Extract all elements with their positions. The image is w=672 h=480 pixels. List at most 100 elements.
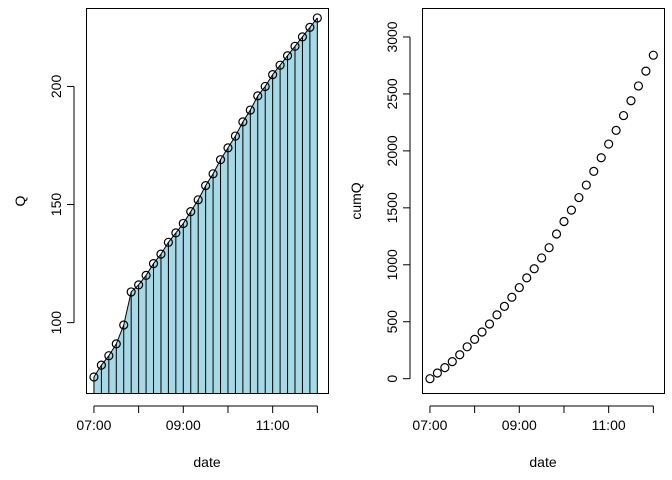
cumq-point bbox=[626, 96, 636, 106]
q-bars bbox=[93, 17, 318, 394]
q-fill-segment bbox=[257, 86, 266, 394]
cumq-point bbox=[581, 180, 591, 190]
q-fill-segment bbox=[101, 355, 109, 394]
q-fill-segment bbox=[146, 263, 154, 394]
y-axis-title-left: Q bbox=[12, 195, 28, 206]
q-point bbox=[215, 155, 226, 165]
q-fill-segment bbox=[272, 65, 281, 394]
q-fill-segment bbox=[302, 27, 310, 394]
q-fill-segment bbox=[160, 242, 169, 394]
x-tick-label: 07:00 bbox=[76, 417, 111, 433]
q-fill-segment bbox=[242, 110, 251, 394]
x-axis-title-left: date bbox=[193, 454, 220, 470]
q-point bbox=[230, 131, 241, 141]
q-point bbox=[104, 351, 114, 361]
cumq-point bbox=[551, 229, 562, 239]
cumq-point bbox=[633, 81, 644, 91]
q-fill-segment bbox=[287, 46, 295, 394]
y-tick-label: 100 bbox=[48, 311, 64, 335]
q-point bbox=[238, 117, 248, 127]
cumq-point bbox=[425, 374, 435, 384]
q-point bbox=[268, 70, 278, 80]
q-point bbox=[111, 339, 121, 349]
plot-frame-right bbox=[422, 8, 665, 394]
cumq-point bbox=[537, 253, 547, 263]
cumq-point bbox=[611, 125, 621, 135]
q-fill-segment bbox=[116, 325, 124, 394]
y-tick-label: 1000 bbox=[384, 249, 400, 280]
q-fill-segment bbox=[190, 199, 199, 394]
cumq-point bbox=[522, 273, 532, 283]
q-fill-segment bbox=[280, 55, 288, 394]
q-point bbox=[223, 143, 233, 153]
cumq-point bbox=[440, 363, 450, 373]
q-fill-segment bbox=[168, 232, 176, 394]
q-points bbox=[89, 13, 322, 382]
y-axis-left: 100 150 200 bbox=[48, 75, 75, 335]
q-point bbox=[312, 13, 322, 23]
cumq-points bbox=[425, 50, 658, 384]
q-point bbox=[193, 195, 203, 205]
cumq-point bbox=[589, 166, 599, 176]
q-point bbox=[297, 32, 308, 42]
x-tick-label: 11:00 bbox=[256, 417, 290, 433]
cumq-point bbox=[507, 292, 517, 302]
cumq-point bbox=[447, 357, 457, 367]
q-point bbox=[260, 81, 270, 92]
q-fill-segment bbox=[198, 185, 206, 394]
q-connector-line bbox=[93, 17, 318, 378]
cumq-point bbox=[559, 216, 569, 227]
q-fill-segment bbox=[294, 36, 303, 394]
y-tick-label: 150 bbox=[48, 193, 64, 217]
y-tick-label: 1500 bbox=[384, 192, 400, 223]
x-tick-label: 09:00 bbox=[166, 417, 201, 433]
q-fill-segment bbox=[250, 95, 258, 394]
q-point bbox=[89, 372, 99, 382]
y-tick-label: 2500 bbox=[384, 78, 400, 109]
q-point bbox=[290, 41, 300, 51]
cumq-point bbox=[514, 282, 524, 293]
y-tick-label: 2000 bbox=[384, 135, 400, 166]
chart-panel-cumq: 07:00 09:00 11:00 0 500 1000 1500 2000 2500 3000… bbox=[348, 8, 665, 470]
y-axis-right: 0 500 1000 1500 2000 2500 3000 bbox=[384, 21, 411, 383]
cumq-point bbox=[432, 368, 442, 378]
q-point bbox=[178, 218, 188, 229]
cumq-point bbox=[462, 342, 472, 352]
y-tick-label: 200 bbox=[48, 75, 64, 99]
q-fill-segment bbox=[205, 173, 214, 394]
q-point bbox=[201, 181, 211, 191]
plot-frame-left bbox=[86, 8, 329, 394]
cumq-point bbox=[470, 334, 480, 344]
q-point bbox=[96, 360, 106, 370]
q-point bbox=[156, 249, 166, 259]
q-fill-segment bbox=[227, 136, 236, 394]
x-tick-label: 09:00 bbox=[502, 417, 537, 433]
q-fill-segment bbox=[153, 254, 161, 394]
y-axis-title-right: cumQ bbox=[348, 182, 364, 219]
q-fill-segment bbox=[108, 343, 117, 394]
y-tick-label: 0 bbox=[384, 375, 400, 383]
x-tick-label: 07:00 bbox=[412, 417, 447, 433]
cumq-point bbox=[499, 301, 510, 311]
y-tick-label: 500 bbox=[384, 310, 400, 334]
q-point bbox=[141, 270, 151, 281]
cumq-point bbox=[574, 192, 584, 203]
q-fill-segment bbox=[220, 147, 228, 394]
x-axis-title-right: date bbox=[529, 454, 556, 470]
q-point bbox=[208, 169, 218, 179]
cumq-point bbox=[604, 139, 614, 149]
x-axis-left: 07:00 09:00 11:00 bbox=[76, 405, 318, 433]
cumq-point bbox=[455, 350, 465, 360]
cumq-point bbox=[566, 205, 577, 215]
q-point bbox=[126, 287, 136, 297]
cumq-point bbox=[641, 66, 651, 76]
cumq-point bbox=[544, 243, 554, 253]
q-point bbox=[163, 237, 174, 247]
x-tick-label: 11:00 bbox=[592, 417, 626, 433]
q-fill-segment bbox=[309, 17, 318, 394]
q-fill-segment bbox=[213, 159, 221, 394]
q-fill-segment bbox=[175, 223, 184, 394]
q-point bbox=[245, 105, 255, 115]
